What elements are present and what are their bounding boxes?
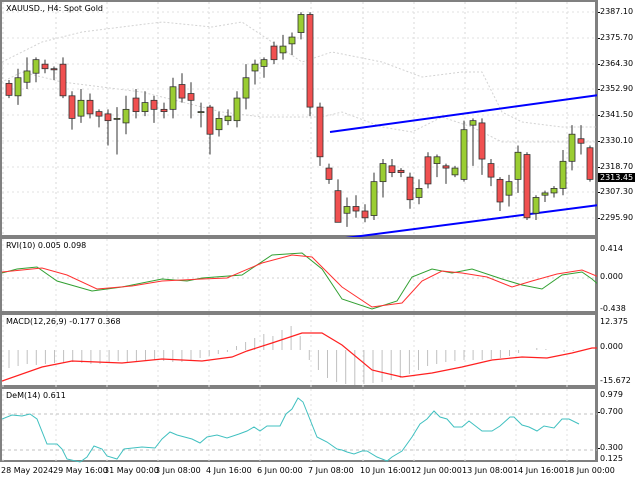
rvi-axis-label: 0.000 bbox=[600, 272, 623, 281]
axis-tick bbox=[597, 167, 600, 168]
axis-tick bbox=[597, 12, 600, 13]
dem-axis-label: 0.125 bbox=[600, 454, 623, 463]
candlestick-chart bbox=[2, 2, 599, 239]
time-axis[interactable]: 28 May 2024 29 May 16:00 31 May 00:00 3 … bbox=[0, 462, 640, 480]
price-label: 2375.70 bbox=[600, 33, 634, 42]
macd-chart bbox=[2, 315, 599, 389]
rvi-chart bbox=[2, 239, 599, 315]
time-label: 14 Jun 16:00 bbox=[513, 466, 564, 475]
price-label: 2387.10 bbox=[600, 7, 634, 16]
time-label: 6 Jun 00:00 bbox=[257, 466, 303, 475]
rvi-axis-label: 0.414 bbox=[600, 244, 623, 253]
price-label: 2364.30 bbox=[600, 59, 634, 68]
macd-indicator-pane[interactable]: MACD(12,26,9) -0.177 0.368 bbox=[0, 313, 599, 389]
dem-axis-label: 0.300 bbox=[600, 443, 623, 452]
axis-tick bbox=[597, 192, 600, 193]
price-label: 2307.30 bbox=[600, 187, 634, 196]
macd-title: MACD(12,26,9) -0.177 0.368 bbox=[6, 317, 121, 326]
dem-axis-label: 0.979 bbox=[600, 390, 623, 399]
price-chart-pane[interactable]: XAUUSD., H4: Spot Gold bbox=[0, 0, 599, 239]
price-label: 2330.10 bbox=[600, 136, 634, 145]
time-label: 18 Jun 00:00 bbox=[564, 466, 615, 475]
axis-tick bbox=[597, 448, 600, 449]
price-label: 2318.70 bbox=[600, 162, 634, 171]
time-label: 28 May 2024 bbox=[1, 466, 54, 475]
rvi-title: RVI(10) 0.005 0.098 bbox=[6, 241, 87, 250]
axis-tick bbox=[597, 115, 600, 116]
axis-tick bbox=[597, 89, 600, 90]
price-label: 2341.50 bbox=[600, 110, 634, 119]
dem-title: DeM(14) 0.611 bbox=[6, 391, 66, 400]
time-label: 3 Jun 08:00 bbox=[155, 466, 201, 475]
demarker-indicator-pane[interactable]: DeM(14) 0.611 bbox=[0, 387, 599, 464]
axis-tick bbox=[597, 38, 600, 39]
time-label: 4 Jun 16:00 bbox=[206, 466, 252, 475]
macd-axis-label: -15.672 bbox=[600, 376, 631, 385]
rvi-indicator-pane[interactable]: RVI(10) 0.005 0.098 bbox=[0, 237, 599, 315]
time-label: 7 Jun 08:00 bbox=[308, 466, 354, 475]
price-label: 2295.90 bbox=[600, 213, 634, 222]
time-label: 29 May 16:00 bbox=[53, 466, 108, 475]
dem-axis-label: 0.700 bbox=[600, 407, 623, 416]
time-label: 31 May 00:00 bbox=[104, 466, 159, 475]
axis-tick bbox=[597, 218, 600, 219]
macd-axis-label: 0.000 bbox=[600, 342, 623, 351]
time-label: 10 Jun 16:00 bbox=[360, 466, 411, 475]
time-label: 12 Jun 00:00 bbox=[411, 466, 462, 475]
price-axis[interactable]: 2387.10 2375.70 2364.30 2352.90 2341.50 … bbox=[597, 0, 640, 480]
axis-tick bbox=[597, 412, 600, 413]
rvi-axis-label: -0.438 bbox=[600, 304, 626, 313]
axis-tick bbox=[597, 64, 600, 65]
macd-axis-label: 12.375 bbox=[600, 317, 628, 326]
axis-tick bbox=[597, 141, 600, 142]
time-label: 13 Jun 08:00 bbox=[462, 466, 513, 475]
price-label: 2352.90 bbox=[600, 84, 634, 93]
demarker-chart bbox=[2, 389, 599, 464]
chart-title: XAUUSD., H4: Spot Gold bbox=[6, 4, 103, 13]
axis-separator bbox=[597, 0, 598, 462]
current-price-badge: 2313.45 bbox=[598, 173, 636, 182]
